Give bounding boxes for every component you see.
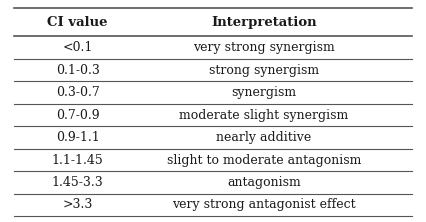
Text: slight to moderate antagonism: slight to moderate antagonism [167,154,361,166]
Text: 0.1-0.3: 0.1-0.3 [56,64,100,77]
Text: 1.45-3.3: 1.45-3.3 [52,176,104,189]
Text: Interpretation: Interpretation [211,16,317,29]
Text: synergism: synergism [231,86,296,99]
Text: >3.3: >3.3 [62,198,93,212]
Text: 0.7-0.9: 0.7-0.9 [56,109,99,122]
Text: 1.1-1.45: 1.1-1.45 [52,154,104,166]
Text: antagonism: antagonism [227,176,301,189]
Text: nearly additive: nearly additive [216,131,311,144]
Text: 0.9-1.1: 0.9-1.1 [56,131,99,144]
Text: 0.3-0.7: 0.3-0.7 [56,86,99,99]
Text: <0.1: <0.1 [62,41,93,54]
Text: CI value: CI value [47,16,108,29]
Text: very strong antagonist effect: very strong antagonist effect [172,198,356,212]
Text: very strong synergism: very strong synergism [193,41,335,54]
Text: strong synergism: strong synergism [209,64,319,77]
Text: moderate slight synergism: moderate slight synergism [179,109,348,122]
